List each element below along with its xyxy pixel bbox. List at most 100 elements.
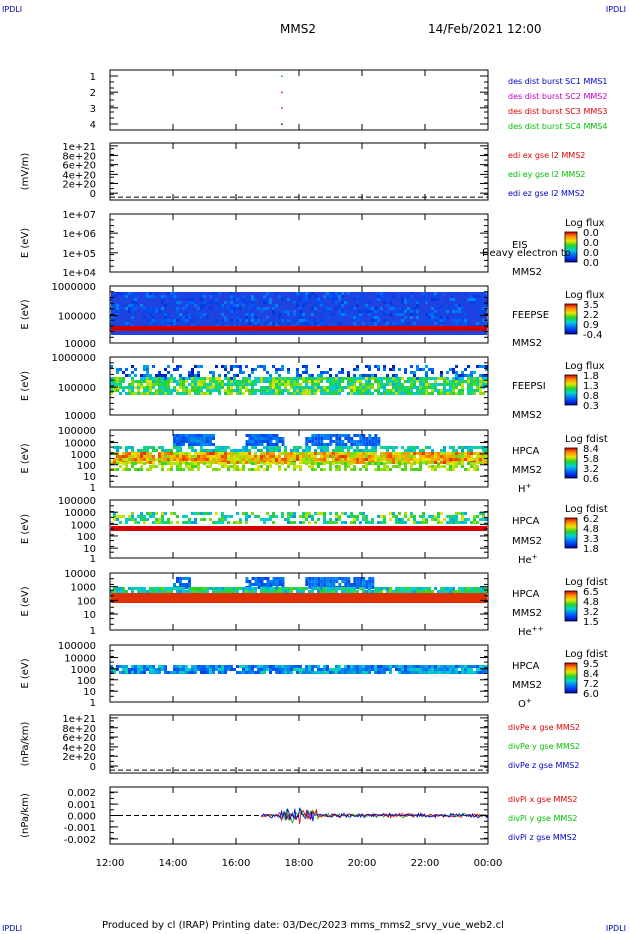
- spectrogram-cell: [266, 461, 269, 464]
- spectrogram-cell: [428, 461, 431, 464]
- colorbar-tick-label: 1.8: [583, 371, 599, 382]
- spectrogram-cell: [365, 446, 368, 449]
- spectrogram-cell: [272, 310, 275, 313]
- spectrogram-cell: [200, 590, 203, 593]
- spectrogram-cell: [296, 380, 299, 383]
- spectrogram-cell: [278, 665, 281, 668]
- spectrogram-cell: [224, 590, 227, 593]
- spectrogram-cell: [353, 590, 356, 593]
- spectrogram-cell: [206, 434, 209, 437]
- spectrogram-cell: [191, 590, 194, 593]
- spectrogram-cell: [422, 452, 425, 455]
- spectrogram-cell: [257, 307, 260, 310]
- panel-hpca_o: [109, 644, 578, 703]
- spectrogram-cell: [260, 437, 264, 440]
- colorbar-title: Log fdist: [565, 504, 608, 515]
- spectrogram-cell: [362, 392, 365, 395]
- spectrogram-cell: [152, 462, 155, 465]
- spectrogram-cell: [263, 365, 266, 368]
- spectrogram-cell: [320, 452, 323, 455]
- spectrogram-cell: [197, 437, 200, 440]
- colorbar: [564, 303, 578, 335]
- spectrogram-cell: [146, 365, 149, 368]
- spectrogram-cell: [305, 577, 309, 580]
- spectrogram-cell: [392, 515, 395, 518]
- spectrogram-cell: [218, 668, 221, 671]
- spectrogram-cell: [149, 468, 152, 471]
- spectrogram-cell: [362, 383, 365, 386]
- spectrogram-cell: [338, 668, 341, 671]
- spectrogram-cell: [110, 671, 113, 674]
- spectrogram-cell: [125, 295, 128, 298]
- spectrogram-cell: [122, 671, 125, 674]
- spectrogram-cell: [425, 455, 428, 458]
- spectrogram-cell: [248, 437, 252, 440]
- spectrogram-cell: [425, 392, 428, 395]
- spectrogram-cell: [134, 665, 137, 668]
- spectrogram-cell: [188, 440, 191, 443]
- spectrogram-cell: [413, 462, 416, 465]
- spectrogram-cell: [374, 468, 377, 471]
- spectrogram-cell: [125, 468, 128, 471]
- spectrogram-cell: [287, 668, 290, 671]
- spectrogram-cell: [431, 468, 434, 471]
- spectrogram-cell: [302, 380, 305, 383]
- spectrogram-cell: [167, 392, 170, 395]
- spectrogram-cell: [245, 365, 248, 368]
- spectrogram-cell: [221, 587, 224, 590]
- spectrogram-cell: [176, 449, 179, 452]
- spectrogram-cell: [149, 292, 152, 295]
- spectrogram-cell: [482, 458, 485, 461]
- spectrogram-cell: [131, 452, 134, 455]
- spectrogram-cell: [164, 374, 167, 377]
- spectrogram-cell: [389, 590, 392, 593]
- spectrogram-cell: [290, 665, 293, 668]
- spectrogram-cell: [374, 671, 377, 674]
- spectrogram-cell: [464, 322, 467, 325]
- spectrogram-cell: [155, 512, 158, 515]
- spectrogram-cell: [347, 383, 350, 386]
- spectrogram-cell: [479, 455, 482, 458]
- spectrogram-cell: [161, 298, 164, 301]
- spectrogram-cell: [458, 665, 461, 668]
- colorbar-title: Log flux: [565, 290, 605, 301]
- y-axis-title: E (eV): [20, 658, 31, 688]
- spectrogram-cell: [278, 461, 281, 464]
- spectrogram-cell: [353, 368, 356, 371]
- spectrogram-cell: [401, 590, 404, 593]
- spectrogram-cell: [305, 316, 308, 319]
- spectrogram-cell: [461, 515, 464, 518]
- spectrogram-cell: [398, 518, 401, 521]
- spectrogram-cell: [335, 590, 338, 593]
- spectrogram-cell: [113, 319, 116, 322]
- spectrogram-cell: [188, 583, 191, 586]
- y-tick-label: 1000: [71, 450, 96, 461]
- spectrogram-cell: [179, 365, 182, 368]
- spectrogram-cell: [398, 307, 401, 310]
- spectrogram-cell: [458, 521, 461, 524]
- spectrogram-cell: [317, 440, 321, 443]
- spacecraft-label: MMS2: [512, 465, 542, 476]
- spectrogram-cell: [266, 580, 270, 583]
- spectrogram-cell: [230, 380, 233, 383]
- spectrogram-cell: [305, 380, 308, 383]
- spectrogram-cell: [233, 298, 236, 301]
- spectrogram-cell: [113, 518, 116, 521]
- spectrogram-cell: [407, 461, 410, 464]
- spectrogram-cell: [281, 437, 285, 440]
- colorbar-tick-label: -0.4: [583, 330, 603, 341]
- spectrogram-cell: [479, 665, 482, 668]
- spectrogram-cell: [167, 521, 170, 524]
- spectrogram-cell: [251, 386, 254, 389]
- spectrogram-cell: [212, 449, 215, 452]
- spectrogram-cell: [356, 377, 359, 380]
- spectrogram-cell: [482, 518, 485, 521]
- spectrogram-cell: [215, 389, 218, 392]
- spectrogram-cell: [335, 383, 338, 386]
- spectrogram-cell: [386, 446, 389, 449]
- spectrogram-cell: [299, 316, 302, 319]
- spectrogram-cell: [425, 295, 428, 298]
- spectrogram-cell: [434, 298, 437, 301]
- spectrogram-cell: [326, 458, 329, 461]
- spectrogram-cell: [368, 449, 371, 452]
